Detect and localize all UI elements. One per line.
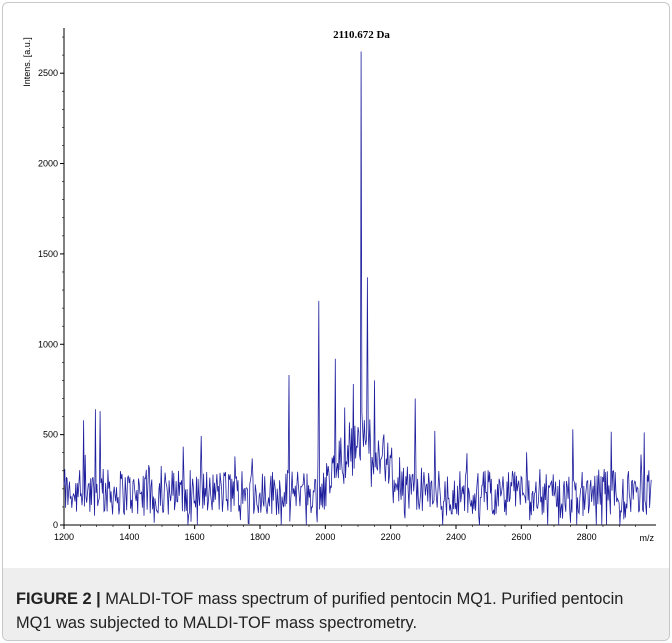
x-tick-label: 2600 xyxy=(511,532,531,542)
figure-caption: FIGURE 2 | MALDI-TOF mass spectrum of pu… xyxy=(16,587,656,635)
x-tick-label: 1400 xyxy=(119,532,139,542)
x-tick-label: 1800 xyxy=(250,532,270,542)
caption-text: MALDI-TOF mass spectrum of purified pent… xyxy=(16,590,624,632)
caption-box xyxy=(3,568,669,640)
spectrum-line xyxy=(63,51,652,526)
y-tick-label: 2000 xyxy=(38,159,58,169)
x-tick-label: 2200 xyxy=(381,532,401,542)
chart-labels: 0 500 1000 1500 2000 2500 1200 1400 1600 1800 2000… xyxy=(22,29,654,543)
y-axis-title: Intens. [a.u.] xyxy=(22,37,32,87)
y-tick-label: 1000 xyxy=(38,339,58,349)
y-tick-label: 2500 xyxy=(38,68,58,78)
y-tick-label: 1500 xyxy=(38,249,58,259)
x-tick-label: 2400 xyxy=(446,532,466,542)
mass-spectrum-chart: 0 500 1000 1500 2000 2500 1200 1400 1600 1800 2000… xyxy=(22,28,656,543)
x-tick-label: 2000 xyxy=(315,532,335,542)
y-tick-label: 500 xyxy=(43,430,58,440)
peak-annotation: 2110.672 Da xyxy=(333,29,390,41)
figure-label: FIGURE 2 | xyxy=(16,590,101,608)
x-tick-label: 2800 xyxy=(577,532,597,542)
x-axis-title: m/z xyxy=(640,533,655,543)
chart-axes xyxy=(60,28,656,529)
x-tick-label: 1600 xyxy=(185,532,205,542)
spectrum-figure: 0 500 1000 1500 2000 2500 1200 1400 1600 1800 2000… xyxy=(12,10,664,558)
plot-area xyxy=(63,51,652,526)
x-tick-label: 1200 xyxy=(54,532,74,542)
y-tick-label: 0 xyxy=(53,520,58,530)
